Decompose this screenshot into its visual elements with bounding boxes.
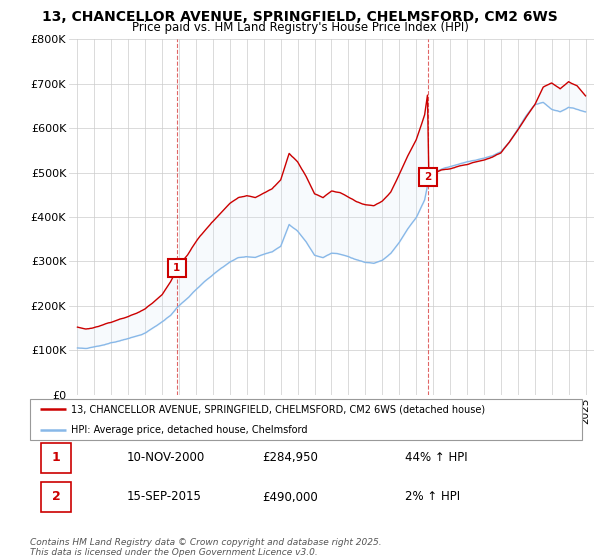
Text: Contains HM Land Registry data © Crown copyright and database right 2025.
This d: Contains HM Land Registry data © Crown c… (30, 538, 382, 557)
Text: 1: 1 (173, 263, 181, 273)
Text: 1: 1 (52, 451, 61, 464)
Text: 10-NOV-2000: 10-NOV-2000 (127, 451, 205, 464)
Text: 13, CHANCELLOR AVENUE, SPRINGFIELD, CHELMSFORD, CM2 6WS (detached house): 13, CHANCELLOR AVENUE, SPRINGFIELD, CHEL… (71, 404, 485, 414)
FancyBboxPatch shape (41, 482, 71, 512)
Text: 15-SEP-2015: 15-SEP-2015 (127, 491, 202, 503)
Text: Price paid vs. HM Land Registry's House Price Index (HPI): Price paid vs. HM Land Registry's House … (131, 21, 469, 34)
Text: 44% ↑ HPI: 44% ↑ HPI (406, 451, 468, 464)
Text: 13, CHANCELLOR AVENUE, SPRINGFIELD, CHELMSFORD, CM2 6WS: 13, CHANCELLOR AVENUE, SPRINGFIELD, CHEL… (42, 10, 558, 24)
Text: 2% ↑ HPI: 2% ↑ HPI (406, 491, 460, 503)
Text: 2: 2 (425, 172, 432, 182)
FancyBboxPatch shape (41, 443, 71, 473)
Text: HPI: Average price, detached house, Chelmsford: HPI: Average price, detached house, Chel… (71, 424, 308, 435)
FancyBboxPatch shape (30, 399, 582, 440)
Text: £490,000: £490,000 (262, 491, 317, 503)
Text: £284,950: £284,950 (262, 451, 318, 464)
Text: 2: 2 (52, 491, 61, 503)
